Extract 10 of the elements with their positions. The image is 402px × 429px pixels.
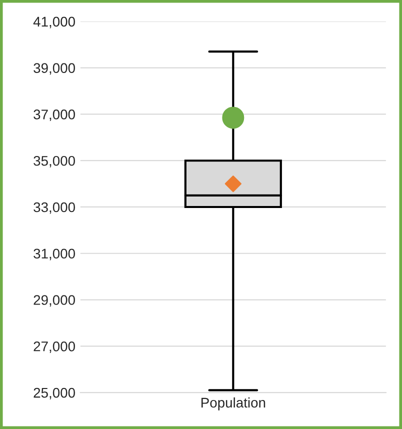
y-tick-label: 41,000 <box>33 16 75 28</box>
y-tick-label: 31,000 <box>34 248 75 260</box>
y-tick-label: 33,000 <box>34 202 75 214</box>
x-tick-label: Population <box>201 397 266 410</box>
y-tick-label: 25,000 <box>34 388 75 400</box>
y-tick-label: 39,000 <box>34 63 75 75</box>
y-tick-label: 35,000 <box>34 156 75 168</box>
y-tick-label: 37,000 <box>34 110 75 122</box>
y-tick-label: 29,000 <box>34 295 75 307</box>
y-tick-label: 27,000 <box>34 341 75 353</box>
